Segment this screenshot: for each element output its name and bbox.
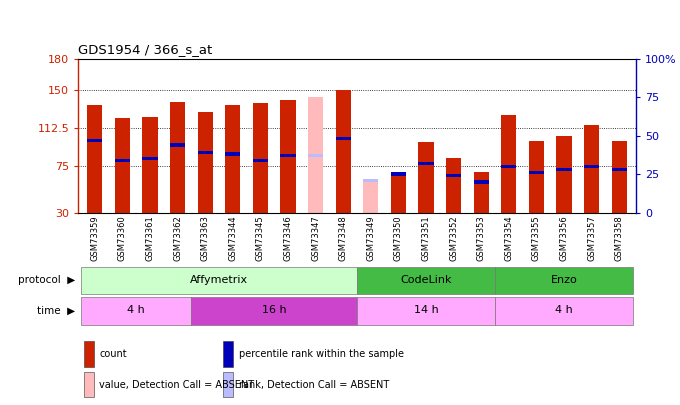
Bar	[198, 112, 213, 213]
Bar	[584, 126, 599, 213]
Text: Enzo: Enzo	[551, 275, 577, 285]
Text: GDS1954 / 366_s_at: GDS1954 / 366_s_at	[78, 43, 212, 56]
Bar	[87, 105, 103, 213]
Bar	[556, 168, 572, 171]
Bar	[474, 180, 489, 183]
Text: value, Detection Call = ABSENT: value, Detection Call = ABSENT	[99, 379, 254, 390]
Bar	[115, 118, 130, 213]
Bar	[170, 143, 185, 147]
Bar	[81, 297, 191, 324]
Bar	[280, 154, 296, 158]
Bar	[556, 136, 572, 213]
Text: rank, Detection Call = ABSENT: rank, Detection Call = ABSENT	[239, 379, 389, 390]
Text: 14 h: 14 h	[413, 305, 439, 315]
Bar	[198, 151, 213, 154]
Bar	[225, 105, 240, 213]
Text: 16 h: 16 h	[262, 305, 286, 315]
Bar	[391, 173, 406, 176]
Bar	[191, 297, 357, 324]
Bar	[336, 137, 351, 141]
Bar	[308, 154, 323, 158]
Bar	[357, 297, 495, 324]
Text: protocol  ▶: protocol ▶	[18, 275, 75, 286]
Bar	[474, 172, 489, 213]
Bar	[223, 372, 233, 397]
Bar	[529, 141, 544, 213]
Bar	[584, 165, 599, 168]
Text: 4 h: 4 h	[555, 305, 573, 315]
Bar	[495, 297, 633, 324]
Bar	[446, 174, 461, 177]
Bar	[363, 179, 378, 213]
Bar	[115, 159, 130, 162]
Bar	[495, 267, 633, 294]
Bar	[363, 179, 378, 182]
Bar	[611, 168, 627, 171]
Bar	[501, 165, 516, 168]
Text: CodeLink: CodeLink	[401, 275, 452, 285]
Bar	[280, 100, 296, 213]
Bar	[142, 117, 158, 213]
Bar	[611, 141, 627, 213]
Bar	[87, 139, 103, 142]
Text: count: count	[99, 349, 127, 359]
Bar	[142, 157, 158, 160]
Bar	[253, 103, 268, 213]
Bar	[84, 372, 94, 397]
Bar	[225, 152, 240, 156]
Bar	[84, 341, 94, 367]
Bar	[418, 162, 434, 165]
Text: percentile rank within the sample: percentile rank within the sample	[239, 349, 404, 359]
Bar	[529, 171, 544, 174]
Bar	[308, 97, 323, 213]
Bar	[223, 341, 233, 367]
Bar	[391, 172, 406, 213]
Bar	[357, 267, 495, 294]
Bar	[81, 267, 357, 294]
Bar	[253, 159, 268, 162]
Text: time  ▶: time ▶	[37, 306, 75, 316]
Bar	[418, 142, 434, 213]
Bar	[446, 158, 461, 213]
Bar	[170, 102, 185, 213]
Text: 4 h: 4 h	[127, 305, 145, 315]
Bar	[336, 90, 351, 213]
Text: Affymetrix: Affymetrix	[190, 275, 248, 285]
Bar	[501, 115, 516, 213]
